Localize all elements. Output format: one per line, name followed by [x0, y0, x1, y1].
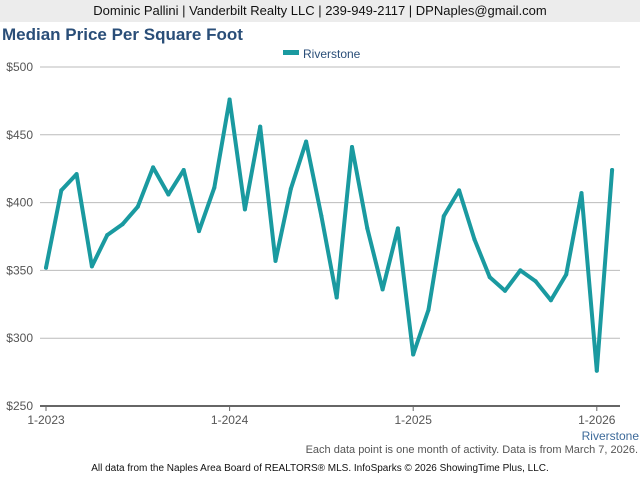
data-point: [395, 226, 400, 231]
x-tick-label: 1-2024: [211, 413, 249, 427]
y-tick-label: $450: [6, 128, 33, 142]
data-point: [212, 185, 217, 190]
data-point: [105, 233, 110, 238]
data-note: Each data point is one month of activity…: [305, 444, 638, 456]
data-point: [426, 307, 431, 312]
data-point: [564, 272, 569, 277]
data-point: [74, 172, 79, 177]
y-tick-label: $250: [6, 399, 33, 413]
y-tick-label: $400: [6, 196, 33, 210]
contact-bar: Dominic Pallini | Vanderbilt Realty LLC …: [0, 0, 640, 22]
data-point: [487, 275, 492, 280]
series-line-riverstone: [44, 97, 615, 373]
data-point: [579, 191, 584, 196]
data-point: [181, 168, 186, 173]
data-point: [472, 237, 477, 242]
data-point: [411, 352, 416, 357]
x-tick-label: 1-2026: [578, 413, 616, 427]
data-point: [44, 265, 48, 270]
data-point: [365, 226, 370, 231]
data-point: [120, 222, 125, 227]
data-point: [319, 214, 324, 219]
data-point: [503, 288, 507, 293]
chart-title: Median Price Per Square Foot: [2, 25, 243, 44]
data-point: [89, 264, 94, 269]
data-point: [610, 168, 615, 173]
data-point: [151, 165, 156, 170]
data-point: [334, 295, 339, 300]
data-point: [533, 279, 538, 284]
series-end-label: Riverstone: [582, 429, 640, 443]
data-point: [227, 97, 232, 102]
data-point: [242, 207, 247, 212]
data-point: [380, 287, 385, 292]
legend-label: Riverstone: [303, 47, 361, 61]
legend-swatch: [283, 50, 299, 55]
y-tick-label: $300: [6, 331, 33, 345]
footer: All data from the Naples Area Board of R…: [91, 463, 549, 474]
data-point: [197, 229, 201, 234]
data-point: [457, 188, 462, 193]
data-point: [135, 204, 140, 209]
y-tick-label: $500: [6, 60, 33, 74]
data-point: [594, 368, 599, 373]
data-point: [441, 214, 446, 219]
data-point: [288, 187, 293, 192]
data-point: [304, 139, 309, 144]
data-point: [350, 145, 354, 150]
data-point: [59, 188, 64, 193]
data-point: [166, 192, 171, 197]
x-tick-label: 1-2023: [27, 413, 65, 427]
data-point: [548, 298, 553, 303]
data-point: [518, 268, 523, 273]
data-point: [273, 258, 278, 263]
x-tick-label: 1-2025: [395, 413, 433, 427]
data-point: [258, 124, 263, 129]
y-tick-label: $350: [6, 263, 33, 277]
